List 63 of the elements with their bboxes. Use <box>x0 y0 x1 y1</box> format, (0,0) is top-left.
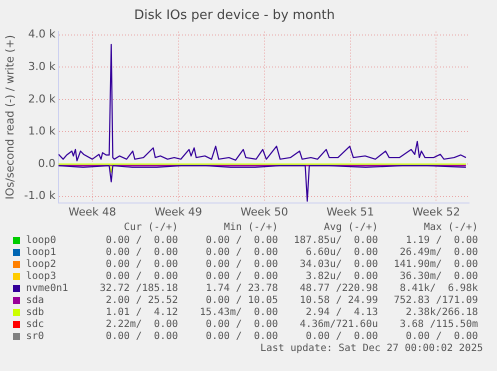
y-tick-label: -1.0 k <box>24 189 56 202</box>
text: 4.36m/721.60u <box>300 319 378 330</box>
text: 0.00 / 0.00 <box>206 319 278 330</box>
text: 0.00 / 0.00 <box>106 247 178 258</box>
text: 15.43m/ 0.00 <box>200 307 278 318</box>
text: 0.00 / 0.00 <box>306 331 378 342</box>
text: Cur (-/+) <box>124 222 178 233</box>
legend-label: sdc <box>26 319 44 330</box>
text: 0.00 / 0.00 <box>206 235 278 246</box>
x-tick-label: Week 51 <box>326 205 374 218</box>
text: 2.00 / 25.52 <box>106 295 178 306</box>
x-tick-label: Week 52 <box>412 205 460 218</box>
text: 0.00 / 0.00 <box>206 259 278 270</box>
y-tick-label: 2.0 k <box>28 92 56 106</box>
x-tick-label: Week 48 <box>68 205 116 218</box>
text: 141.90m/ 0.00 <box>394 259 478 270</box>
text: 0.00 / 0.00 <box>106 259 178 270</box>
text: 0.00 / 10.05 <box>206 295 278 306</box>
text: 32.72 /185.18 <box>100 283 178 294</box>
y-tick-label: 1.0 k <box>28 124 56 138</box>
text: 0.00 / 0.00 <box>206 247 278 258</box>
text: 48.77 /220.98 <box>300 283 378 294</box>
text: 1.19 / 0.00 <box>406 235 478 246</box>
legend-label: nvme0n1 <box>26 283 68 294</box>
text: 8.41k/ 6.98k <box>400 283 478 294</box>
legend-label: sr0 <box>26 331 44 342</box>
text: 6.60u/ 0.00 <box>306 247 378 258</box>
y-tick-label: 4.0 k <box>28 28 56 41</box>
text: 0.00 / 0.00 <box>106 271 178 282</box>
text: 10.58 / 24.99 <box>300 295 378 306</box>
text: 2.22m/ 0.00 <box>106 319 178 330</box>
text: 0.00 / 0.00 <box>206 331 278 342</box>
chart-title: Disk IOs per device - by month <box>134 8 335 24</box>
text: 3.68 /115.50m <box>400 319 478 330</box>
text: 2.94 / 4.13 <box>306 307 378 318</box>
text: Avg (-/+) <box>324 222 378 233</box>
text: 0.00 / 0.00 <box>106 235 178 246</box>
text: Max (-/+) <box>424 222 478 233</box>
text: 0.00 / 0.00 <box>406 331 478 342</box>
legend-label: loop2 <box>26 259 56 270</box>
legend-label: sdb <box>26 307 44 318</box>
legend-label: loop0 <box>26 235 56 246</box>
text: 1.74 / 23.78 <box>206 283 278 294</box>
y-axis-title: IOs/second read (-) / write (+) <box>3 34 16 200</box>
text: 1.01 / 4.12 <box>106 307 178 318</box>
text: Last update: Sat Dec 27 00:00:02 2025 <box>259 343 484 355</box>
x-tick-label: Week 50 <box>240 205 288 218</box>
text: 26.49m/ 0.00 <box>400 247 478 258</box>
text: 187.85u/ 0.00 <box>294 235 378 246</box>
text: 0.00 / 0.00 <box>106 331 178 342</box>
y-tick-label: 3.0 k <box>28 60 56 73</box>
text: 2.38k/266.18 <box>406 307 478 318</box>
text: 0.00 / 0.00 <box>206 271 278 282</box>
x-tick-label: Week 49 <box>154 205 202 218</box>
legend-label: loop3 <box>26 271 56 282</box>
legend-label: sda <box>26 295 44 306</box>
text: Min (-/+) <box>224 222 278 233</box>
text: 752.83 /171.09 <box>394 295 478 306</box>
legend-label: loop1 <box>26 247 56 258</box>
text: 3.82u/ 0.00 <box>306 271 378 282</box>
text: 36.30m/ 0.00 <box>400 271 478 282</box>
text: 34.03u/ 0.00 <box>300 259 378 270</box>
y-tick-label: 0.0 <box>38 156 56 170</box>
